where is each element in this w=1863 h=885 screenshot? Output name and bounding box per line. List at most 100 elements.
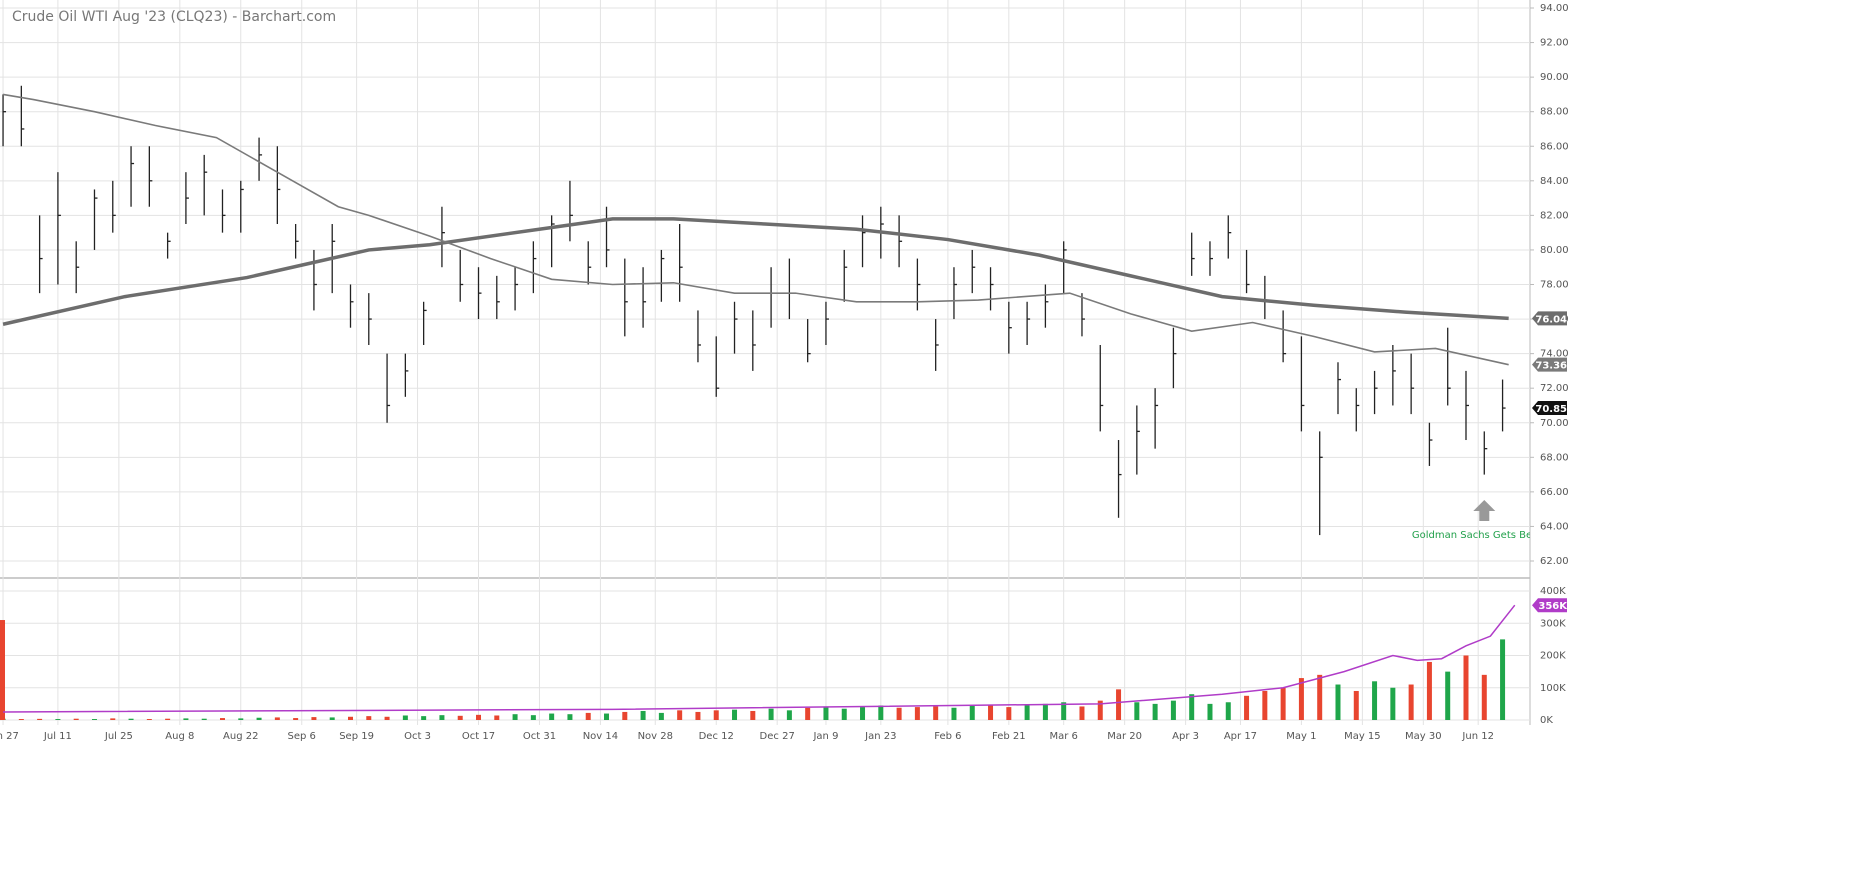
volume-bar [530,715,536,720]
volume-bar [1189,694,1195,720]
y-tick-label: 72.00 [1540,383,1569,394]
volume-bar [293,718,299,720]
axes: 62.0064.0066.0068.0070.0072.0074.0076.00… [1530,3,1569,726]
volume-bar [1262,690,1268,720]
open-interest-line [3,604,1516,713]
volume-bar [183,718,189,720]
x-tick-label: Jan 23 [864,731,896,742]
x-tick-label: Oct 17 [462,731,495,742]
volume-bar [860,707,866,720]
y-tick-label: 84.00 [1540,176,1569,187]
volume-bar [695,711,701,720]
volume-bar [201,718,207,720]
x-tick-label: May 15 [1344,731,1381,742]
volume-bar [73,718,79,720]
moving-average [2,217,1509,326]
y-tick-label: 82.00 [1540,210,1569,221]
volume-bar [805,707,811,720]
volume-bar [786,710,792,720]
x-tick-label: Oct 3 [404,731,431,742]
volume-bar [18,719,24,720]
volume-bar [1061,702,1067,720]
x-tick-label: Mar 20 [1107,731,1142,742]
volume-bar [494,715,500,720]
ma-value-label: 76.04 [1535,314,1567,325]
volume-bar [421,716,427,720]
x-tick-label: Apr 17 [1224,731,1257,742]
volume-bar [567,714,573,720]
volume-bar [256,717,262,720]
volume-bar [219,718,225,720]
plot-area: Jun 27 Jul 11 Jul 25 Aug 8 Aug 22 Sep 6 Sep 19… [0,85,1557,742]
volume-bar [823,706,829,720]
volume-bar [585,712,591,720]
x-tick-label: Sep 6 [288,731,316,742]
volume-tick-label: 300K [1540,618,1566,629]
volume-bar [896,707,902,720]
volume-bar [476,714,482,720]
close-value-label: 70.85 [1535,404,1567,415]
volume-bar [384,716,390,720]
volume-bar [768,708,774,720]
volume-bar [0,620,5,720]
volume-bar [55,719,61,720]
volume-bar [1079,706,1085,720]
volume-bar [311,717,317,720]
x-tick-label: Jan 9 [812,731,838,742]
volume-bar [1225,702,1231,720]
volume-bar [841,708,847,720]
volume-bar [549,713,555,720]
volume-bar [1408,684,1414,720]
close-flag [1532,401,1567,416]
volume-bar [238,718,244,720]
volume-bar [110,718,116,720]
volume-bar [1500,639,1506,720]
volume-bar [347,716,353,720]
x-tick-label: Oct 31 [523,731,556,742]
volume-bar [969,705,975,720]
volume-bar [713,710,719,720]
volume-bar [677,710,683,720]
y-tick-label: 66.00 [1540,487,1569,498]
volume-tick-label: 400K [1540,586,1566,597]
x-tick-label: Mar 6 [1049,731,1077,742]
volume-bar [914,707,920,720]
volume-bar [1207,703,1213,720]
volume-bar [1372,681,1378,720]
volume-bar [732,709,738,720]
x-tick-label: Nov 14 [583,731,618,742]
moving-average [2,93,1509,366]
ma-value-flag [1532,357,1567,372]
volume-bar [146,719,152,720]
y-tick-label: 64.00 [1540,521,1569,532]
volume-bar [1116,689,1122,720]
chart-title: Crude Oil WTI Aug '23 (CLQ23) - Barchart… [12,9,336,25]
volume-bar [951,707,957,720]
x-tick-label: Dec 27 [760,731,795,742]
volume-bar [1445,671,1451,720]
volume-bar [1353,690,1359,720]
volume-bar [1463,655,1469,720]
volume-bar [1280,687,1286,720]
volume-bar [457,715,463,720]
volume-bar [1134,702,1140,720]
x-tick-label: Jun 12 [1461,731,1494,742]
volume-bar [439,715,445,720]
x-tick-label: Jul 11 [43,731,72,742]
annotation: Goldman Sachs Gets Bearish [1412,530,1557,541]
volume-bar [1426,661,1432,720]
volume-bar [1152,703,1158,720]
volume-bar [1006,707,1012,720]
volume-bar [1298,678,1304,720]
x-tick-label: May 30 [1405,731,1442,742]
volume-bar [1097,700,1103,720]
y-tick-label: 94.00 [1540,3,1569,14]
x-tick-label: Feb 6 [934,731,961,742]
y-tick-label: 74.00 [1540,349,1569,360]
y-tick-label: 80.00 [1540,245,1569,256]
volume-bar [1390,687,1396,720]
x-tick-label: Apr 3 [1172,731,1199,742]
x-tick-label: Jun 27 [0,731,19,742]
y-tick-label: 68.00 [1540,452,1569,463]
oi-flag [1532,598,1567,613]
